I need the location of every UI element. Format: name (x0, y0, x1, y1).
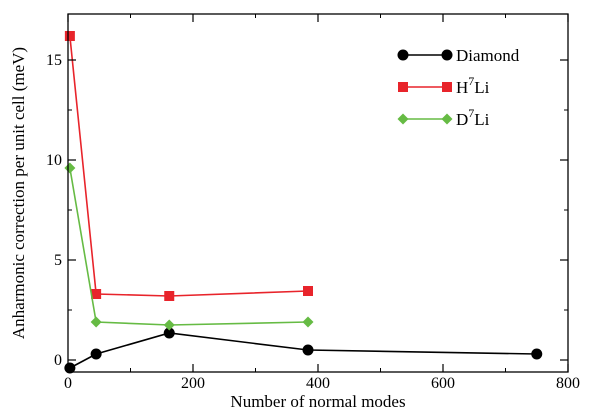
x-tick-label: 600 (431, 375, 455, 392)
y-tick-label: 0 (54, 352, 62, 369)
x-tick-label: 400 (306, 375, 330, 392)
data-point (302, 316, 314, 328)
legend-marker (441, 49, 453, 61)
legend-marker (397, 49, 409, 61)
x-tick-label: 800 (556, 375, 580, 392)
data-point (90, 316, 102, 328)
legend-label: Diamond (456, 46, 520, 65)
data-point (163, 319, 175, 331)
data-point (163, 327, 175, 339)
legend-marker (398, 82, 408, 92)
legend-label: H7Li (456, 74, 490, 97)
data-point (64, 31, 75, 41)
data-point (91, 289, 102, 299)
legend-marker (397, 113, 409, 125)
x-tick-label: 0 (64, 375, 72, 392)
series-d7li (64, 162, 314, 331)
axis-ticks: 0 200 400 600 800 0 5 10 15 (46, 14, 580, 392)
y-tick-label: 5 (54, 252, 62, 269)
chart-series (64, 31, 543, 374)
legend-marker (441, 113, 453, 125)
series-h7li (64, 31, 313, 301)
data-point (64, 362, 76, 374)
data-point (90, 348, 102, 360)
y-tick-label: 10 (46, 152, 62, 169)
series-line (69, 167, 309, 326)
data-point (303, 286, 313, 296)
data-point (531, 348, 543, 360)
legend-item: H7Li (398, 74, 490, 97)
series-line (69, 35, 309, 297)
data-point (164, 291, 175, 301)
legend-marker (442, 82, 452, 92)
y-tick-label: 15 (46, 52, 62, 69)
data-point (64, 162, 76, 174)
x-axis-label: Number of normal modes (230, 392, 405, 411)
legend-label: D7Li (456, 106, 490, 129)
legend-item: D7Li (397, 106, 490, 129)
legend-item: Diamond (397, 46, 520, 65)
data-point (302, 344, 314, 356)
series-diamond (64, 327, 543, 374)
legend: Diamond H7Li D7Li (397, 46, 520, 129)
y-axis-label: Anharmonic correction per unit cell (meV… (9, 47, 28, 339)
x-tick-label: 200 (181, 375, 205, 392)
plot-frame (67, 13, 569, 373)
